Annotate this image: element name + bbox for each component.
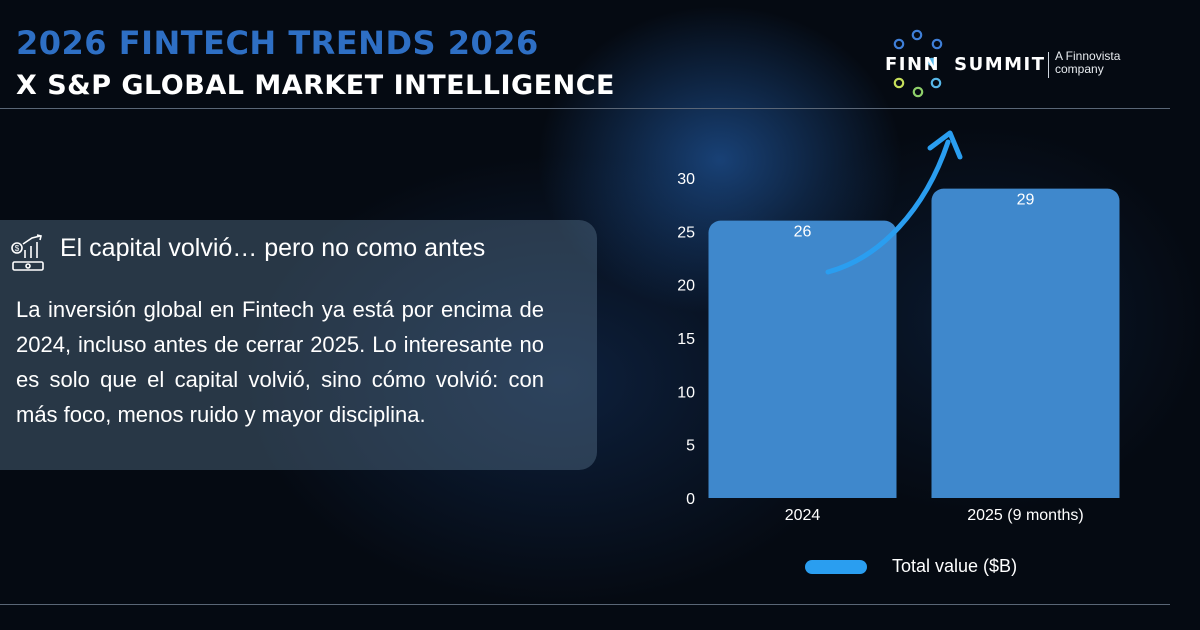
x-category-label: 2025 (9 months) <box>967 507 1084 524</box>
page-subtitle: X S&P GLOBAL MARKET INTELLIGENCE <box>16 70 615 101</box>
logo-separator <box>1048 52 1049 78</box>
y-tick-label: 5 <box>686 438 695 455</box>
bar <box>931 188 1120 498</box>
logo-wordmark-right: SUMMIT <box>954 54 1046 75</box>
y-tick-label: 15 <box>677 331 695 348</box>
y-tick-label: 20 <box>677 278 695 295</box>
finnosummit-logo: FINN SUMMIT A Finnovista company <box>885 26 1145 100</box>
footer-divider <box>0 604 1170 605</box>
bar <box>708 220 897 498</box>
y-tick-label: 10 <box>677 384 695 401</box>
logo-tagline: A Finnovista company <box>1055 50 1145 76</box>
bar-data-label: 26 <box>794 224 812 241</box>
money-growth-icon: $ <box>11 234 44 271</box>
logo-tagline-line2: company <box>1055 62 1104 76</box>
card-body-text: La inversión global en Fintech ya está p… <box>16 297 544 427</box>
bar-data-label: 29 <box>1017 192 1035 209</box>
y-tick-label: 25 <box>677 224 695 241</box>
legend-label: Total value ($B) <box>892 556 1018 576</box>
logo-tagline-line1: A Finnovista <box>1055 49 1121 63</box>
logo-dots-icon <box>893 29 943 98</box>
logo-wordmark-left: FINN <box>885 54 941 75</box>
x-category-label: 2024 <box>785 507 821 524</box>
header-divider <box>0 108 1170 109</box>
logo-wordmark: FINN SUMMIT <box>885 54 1046 75</box>
trend-arrow-head <box>927 130 963 160</box>
y-tick-label: 30 <box>677 171 695 188</box>
bar-base <box>931 484 1120 498</box>
y-tick-label: 0 <box>686 491 695 508</box>
insight-card: $ El capital volvió… pero no como antes … <box>0 220 597 470</box>
svg-text:$: $ <box>15 244 20 253</box>
bar-base <box>708 484 897 498</box>
trend-arrow-shaft <box>825 139 951 275</box>
card-heading: El capital volvió… pero no como antes <box>60 234 486 262</box>
page-title: 2026 FINTECH TRENDS 2026 <box>16 24 539 62</box>
legend-swatch <box>805 560 867 574</box>
